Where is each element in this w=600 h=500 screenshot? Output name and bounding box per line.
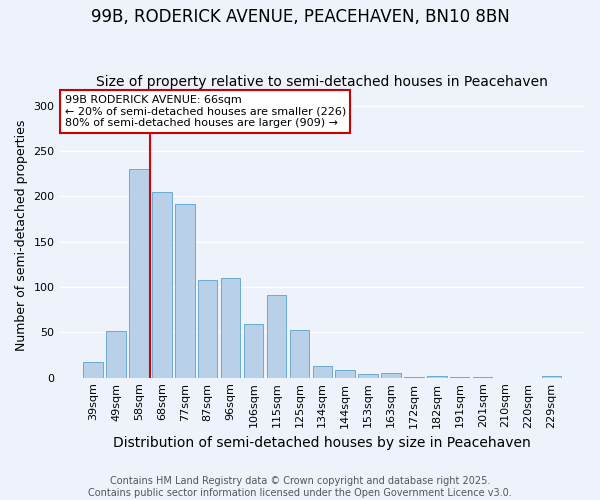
Bar [290,330,309,378]
Bar [473,377,493,378]
Bar [83,362,103,378]
Bar [198,280,217,378]
Bar [175,204,194,378]
Bar [542,376,561,378]
Bar [404,377,424,378]
Bar [221,278,241,378]
Bar [129,169,149,378]
Bar [358,374,378,378]
Text: Contains HM Land Registry data © Crown copyright and database right 2025.
Contai: Contains HM Land Registry data © Crown c… [88,476,512,498]
Bar [381,373,401,378]
Y-axis label: Number of semi-detached properties: Number of semi-detached properties [15,119,28,350]
Text: 99B RODERICK AVENUE: 66sqm
← 20% of semi-detached houses are smaller (226)
80% o: 99B RODERICK AVENUE: 66sqm ← 20% of semi… [65,95,346,128]
Bar [450,377,469,378]
Text: 99B, RODERICK AVENUE, PEACEHAVEN, BN10 8BN: 99B, RODERICK AVENUE, PEACEHAVEN, BN10 8… [91,8,509,26]
Bar [335,370,355,378]
X-axis label: Distribution of semi-detached houses by size in Peacehaven: Distribution of semi-detached houses by … [113,436,531,450]
Bar [267,295,286,378]
Bar [152,192,172,378]
Title: Size of property relative to semi-detached houses in Peacehaven: Size of property relative to semi-detach… [97,76,548,90]
Bar [244,324,263,378]
Bar [427,376,446,378]
Bar [313,366,332,378]
Bar [106,330,126,378]
